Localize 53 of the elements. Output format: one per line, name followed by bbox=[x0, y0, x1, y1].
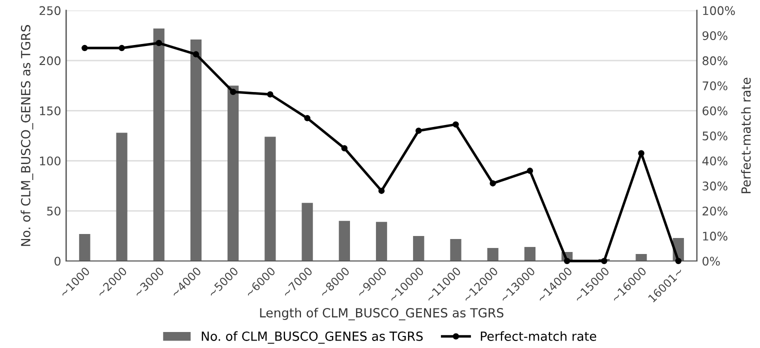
y2-tick-label: 10% bbox=[703, 232, 728, 241]
point bbox=[192, 51, 200, 58]
bar bbox=[302, 202, 313, 261]
x-axis-title: Length of CLM_BUSCO_GENES as TGRS bbox=[260, 308, 504, 320]
y2-tick-label: 40% bbox=[702, 156, 728, 166]
point bbox=[638, 150, 644, 156]
y-tick-label: 50 bbox=[47, 206, 60, 216]
point bbox=[378, 188, 385, 194]
y2-tick-label: 70% bbox=[702, 81, 728, 90]
point bbox=[267, 91, 274, 98]
bar bbox=[264, 136, 276, 261]
y-tick-label: 150 bbox=[40, 106, 60, 116]
legend-label: No. of CLM_BUSCO_GENES as TGRS bbox=[202, 331, 423, 344]
bar bbox=[524, 246, 536, 261]
bar bbox=[228, 86, 239, 261]
y-tick-label: 200 bbox=[40, 56, 60, 66]
point bbox=[490, 180, 496, 186]
y2-tick-label: 80% bbox=[702, 56, 728, 66]
y2-tick-label: 50% bbox=[702, 131, 728, 140]
bar bbox=[190, 40, 202, 261]
point bbox=[452, 121, 459, 128]
y2-tick-label: 60% bbox=[702, 106, 728, 116]
y-tick-label: 0 bbox=[54, 256, 60, 266]
y2-tick-label: 20% bbox=[702, 206, 728, 216]
y-axis-title: No. of CLM_BUSCO_GENES as TGRS bbox=[20, 25, 34, 246]
point bbox=[230, 88, 236, 95]
y-tick-label: 100 bbox=[40, 156, 60, 166]
y2-tick-label: 100% bbox=[703, 6, 735, 16]
point bbox=[416, 128, 422, 134]
y-tick-label: 250 bbox=[40, 6, 60, 16]
point bbox=[526, 168, 534, 174]
point bbox=[304, 115, 310, 122]
bar bbox=[450, 238, 462, 261]
point bbox=[82, 44, 88, 52]
bar bbox=[79, 234, 90, 261]
y2-tick-label: 90% bbox=[702, 31, 728, 40]
point bbox=[675, 258, 682, 264]
legend-label: Perfect-match rate bbox=[480, 331, 596, 341]
point bbox=[601, 258, 608, 264]
bar bbox=[376, 222, 388, 261]
point bbox=[341, 145, 348, 152]
y2-axis-title: Perfect-match rate bbox=[741, 78, 751, 194]
bar bbox=[636, 254, 647, 261]
bar bbox=[338, 220, 350, 261]
y2-tick-label: 0% bbox=[702, 256, 720, 266]
point bbox=[156, 40, 162, 46]
point bbox=[118, 44, 125, 52]
point bbox=[564, 258, 570, 264]
y2-tick-label: 30% bbox=[702, 182, 728, 190]
bar bbox=[487, 248, 498, 261]
bar bbox=[413, 236, 424, 261]
bar bbox=[116, 132, 128, 261]
bar bbox=[153, 28, 164, 261]
